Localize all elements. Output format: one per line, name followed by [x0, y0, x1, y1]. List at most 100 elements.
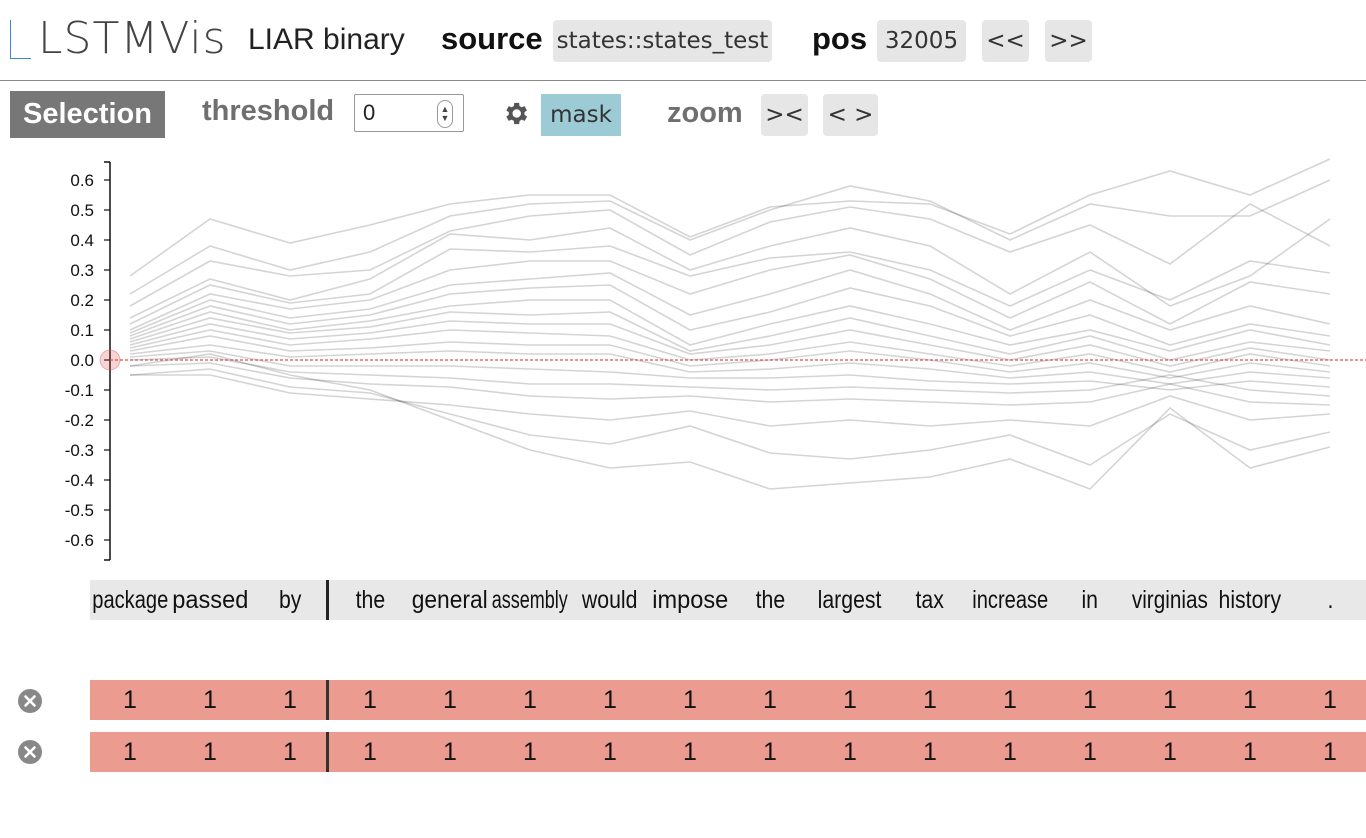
logo-bracket: [10, 20, 31, 59]
word-cell[interactable]: general: [410, 580, 490, 620]
y-tick-label: 0.1: [70, 321, 94, 340]
cursor-separator: [326, 580, 329, 620]
value-cell: 1: [523, 685, 537, 714]
word-cell[interactable]: the: [730, 580, 810, 620]
threshold-input[interactable]: 0 ▲ ▼: [354, 94, 464, 132]
series-line: [130, 374, 1331, 427]
threshold-handle[interactable]: [99, 349, 121, 371]
value-cell: 1: [1083, 737, 1097, 766]
series-line: [129, 311, 1331, 361]
word-text: impose: [652, 585, 728, 614]
word-cell[interactable]: impose: [650, 580, 730, 620]
series-line: [129, 284, 1331, 346]
word-text: by: [278, 585, 302, 614]
lstmvis-logo: LSTMVis: [10, 14, 226, 64]
word-text: history: [1218, 585, 1282, 614]
series-line: [129, 344, 1331, 385]
y-tick-label: -0.3: [65, 441, 94, 460]
value-cell: 1: [683, 685, 697, 714]
word-text: assembly: [491, 585, 569, 614]
series-lines: [129, 158, 1331, 490]
mask-button[interactable]: mask: [541, 94, 621, 136]
row-separator: [326, 732, 329, 772]
pos-label: pos: [812, 21, 868, 56]
pos-value[interactable]: 32005: [877, 20, 966, 62]
value-cell: 1: [603, 737, 617, 766]
zoom-label: zoom: [667, 97, 743, 129]
close-icon[interactable]: [17, 688, 43, 714]
value-cell: 1: [1323, 737, 1337, 766]
value-cell: 1: [203, 685, 217, 714]
value-row[interactable]: 1 1 1 1 1 1 1 1 1 1 1 1 1 1 1 1: [90, 680, 1366, 720]
word-cell[interactable]: would: [570, 580, 650, 620]
activation-chart: 0.6 0.5 0.4 0.3 0.2 0.1 0.0 -0.1 -0.2 -0.3 -0.4 -0.…: [65, 158, 1366, 561]
threshold-value: 0: [363, 100, 376, 125]
threshold-spinner[interactable]: ▲ ▼: [437, 100, 453, 128]
zoom-out-button[interactable]: < >: [823, 94, 878, 136]
logo-text: LSTMVis: [38, 13, 227, 64]
word-cell[interactable]: in: [1050, 580, 1130, 620]
word-text: .: [1327, 585, 1333, 614]
word-text: increase: [972, 585, 1048, 614]
word-cell[interactable]: virginias: [1130, 580, 1210, 620]
spin-up-icon[interactable]: ▲: [440, 104, 450, 114]
word-cell[interactable]: package: [90, 580, 170, 620]
source-selector[interactable]: states::states_test: [553, 20, 772, 62]
y-tick-label: 0.4: [70, 231, 94, 250]
y-tick-label: -0.1: [65, 381, 94, 400]
value-cell: 1: [1083, 685, 1097, 714]
gear-icon[interactable]: [501, 99, 530, 128]
series-line: [129, 368, 1331, 466]
series-line: [129, 179, 1331, 295]
y-tick-label: -0.4: [65, 471, 94, 490]
word-text: virginias: [1131, 585, 1209, 614]
value-row[interactable]: 1 1 1 1 1 1 1 1 1 1 1 1 1 1 1 1: [90, 732, 1366, 772]
word-text: general: [412, 585, 488, 614]
series-line: [129, 245, 1331, 325]
row-separator: [326, 680, 329, 720]
series-line: [129, 218, 1331, 319]
word-cell[interactable]: largest: [810, 580, 890, 620]
zoom-in-button[interactable]: ><: [761, 94, 808, 136]
y-axis: 0.6 0.5 0.4 0.3 0.2 0.1 0.0 -0.1 -0.2 -0.3 -0.4 -0.…: [65, 161, 111, 561]
value-cell: 1: [443, 737, 457, 766]
series-line: [129, 254, 1331, 331]
next-button[interactable]: >>: [1045, 20, 1092, 62]
series-line: [129, 356, 1331, 397]
series-line: [129, 203, 1331, 307]
close-icon[interactable]: [17, 739, 43, 765]
series-line: [129, 299, 1331, 352]
series-line: [129, 329, 1331, 373]
word-cell[interactable]: by: [250, 580, 330, 620]
word-row: package passed by the general assembly would im…: [90, 580, 1366, 620]
series-line: [129, 362, 1331, 406]
word-cell[interactable]: increase: [970, 580, 1050, 620]
word-cell[interactable]: .: [1290, 580, 1366, 620]
series-line: [129, 269, 1331, 334]
word-cell[interactable]: history: [1210, 580, 1290, 620]
series-line: [129, 158, 1331, 277]
value-cell: 1: [123, 685, 137, 714]
word-text: package: [91, 585, 169, 614]
y-tick-label: 0.5: [70, 201, 94, 220]
word-text: tax: [915, 585, 945, 614]
y-tick-label: -0.6: [65, 531, 94, 550]
value-cell: 1: [923, 685, 937, 714]
spin-down-icon[interactable]: ▼: [440, 113, 450, 123]
value-cell: 1: [1003, 685, 1017, 714]
series-line: [129, 335, 1331, 379]
word-cell[interactable]: passed: [170, 580, 250, 620]
y-tick-label: 0.3: [70, 261, 94, 280]
word-cell[interactable]: the: [330, 580, 410, 620]
word-cell[interactable]: tax: [890, 580, 970, 620]
threshold-label: threshold: [202, 95, 335, 127]
value-cell: 1: [683, 737, 697, 766]
y-tick-label: -0.5: [65, 501, 94, 520]
word-cell[interactable]: assembly: [490, 580, 570, 620]
y-tick-label: 0.6: [70, 171, 94, 190]
value-cell: 1: [923, 737, 937, 766]
value-cell: 1: [1163, 737, 1177, 766]
series-line: [129, 353, 1331, 490]
value-cell: 1: [763, 685, 777, 714]
prev-button[interactable]: <<: [982, 20, 1029, 62]
